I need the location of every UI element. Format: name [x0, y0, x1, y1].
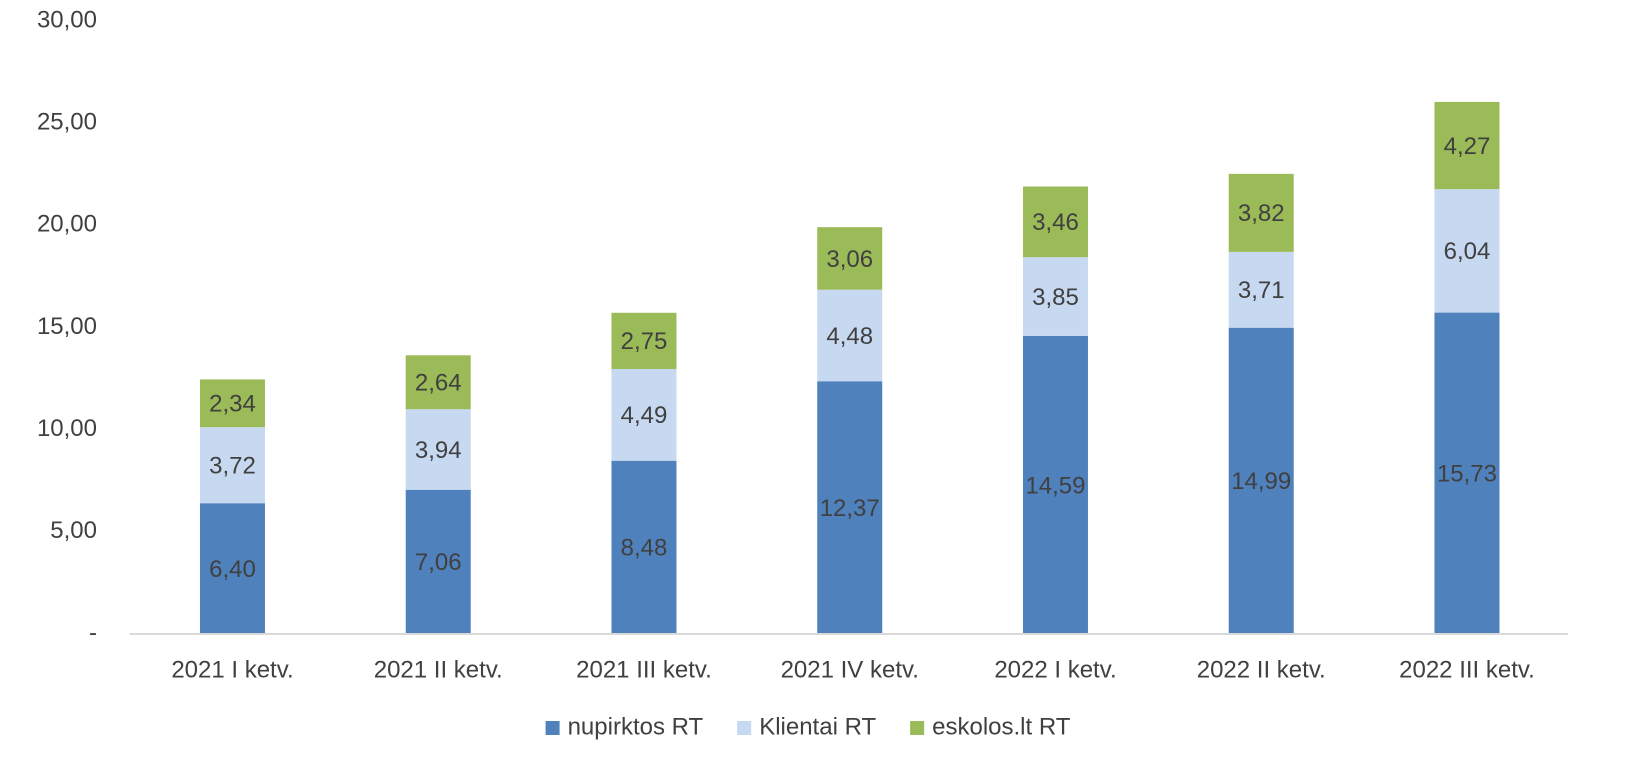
- bar-segment: [1434, 189, 1500, 313]
- data-label: 3,72: [209, 453, 256, 480]
- bar-segment: [817, 289, 883, 382]
- legend-swatch: [910, 721, 925, 735]
- data-label: 3,71: [1238, 277, 1285, 304]
- y-tick-label: 25,00: [37, 109, 97, 136]
- x-tick-label: 2021 III ketv.: [576, 656, 712, 683]
- legend-label: Klientai RT: [759, 713, 876, 740]
- y-tick-label: 15,00: [37, 313, 97, 340]
- bar-segment: [199, 427, 265, 504]
- data-label: 15,73: [1437, 461, 1497, 488]
- data-label: 4,49: [621, 402, 668, 429]
- bar-segment: [1434, 101, 1500, 190]
- data-label: 12,37: [820, 495, 880, 522]
- bar-segment: [405, 489, 471, 634]
- legend-label: nupirktos RT: [568, 713, 704, 740]
- data-label: 3,94: [415, 437, 462, 464]
- x-tick-label: 2021 I ketv.: [171, 656, 293, 683]
- data-label: 8,48: [621, 535, 668, 562]
- x-tick-label: 2022 II ketv.: [1197, 656, 1326, 683]
- y-tick-label: -: [89, 619, 97, 646]
- bar-segment: [405, 355, 471, 410]
- data-label: 7,06: [415, 549, 462, 576]
- bar-segment: [817, 381, 883, 634]
- bar-segment: [1434, 312, 1500, 634]
- data-label: 4,48: [826, 323, 873, 350]
- bar-segment: [1228, 327, 1294, 634]
- data-label: 6,04: [1444, 238, 1491, 265]
- data-label: 2,75: [621, 328, 668, 355]
- data-label: 3,82: [1238, 200, 1285, 227]
- bar-segment: [611, 460, 677, 634]
- data-label: 3,46: [1032, 209, 1079, 236]
- bar-segment: [1022, 257, 1088, 336]
- data-label: 2,34: [209, 391, 256, 418]
- data-label: 3,06: [826, 246, 873, 273]
- bar-segment: [1022, 335, 1088, 634]
- data-label: 6,40: [209, 556, 256, 583]
- data-label: 3,85: [1032, 284, 1079, 311]
- data-label: 14,99: [1231, 468, 1291, 495]
- bar-segment: [817, 227, 883, 290]
- legend-swatch: [737, 721, 752, 735]
- bar-segment: [611, 368, 677, 461]
- bar-segment: [1228, 173, 1294, 252]
- x-tick-label: 2022 III ketv.: [1399, 656, 1535, 683]
- bar-segment: [199, 503, 265, 634]
- data-label: 2,64: [415, 370, 462, 397]
- bar-segment: [405, 409, 471, 490]
- y-tick-label: 5,00: [50, 517, 97, 544]
- bar-segment: [1228, 251, 1294, 328]
- x-tick-label: 2022 I ketv.: [994, 656, 1116, 683]
- bar-segment: [1022, 186, 1088, 258]
- x-tick-label: 2021 II ketv.: [374, 656, 503, 683]
- y-tick-label: 10,00: [37, 415, 97, 442]
- y-tick-label: 30,00: [37, 6, 97, 33]
- bar-segment: [199, 379, 265, 428]
- data-label: 4,27: [1444, 133, 1491, 160]
- data-label: 14,59: [1025, 472, 1085, 499]
- y-tick-label: 20,00: [37, 211, 97, 238]
- bar-segment: [611, 312, 677, 369]
- legend-swatch: [545, 721, 560, 735]
- legend-label: eskolos.lt RT: [932, 713, 1071, 740]
- x-tick-label: 2021 IV ketv.: [781, 656, 919, 683]
